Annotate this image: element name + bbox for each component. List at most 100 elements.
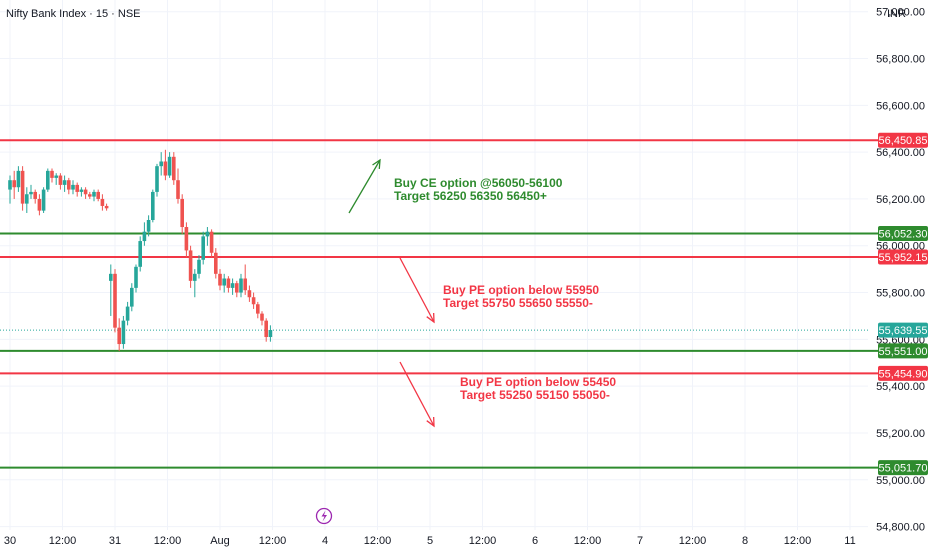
candle-body <box>20 170 25 204</box>
candle-body <box>184 227 189 251</box>
y-tick-label: 55,000.00 <box>876 475 925 487</box>
x-tick-label: 12:00 <box>49 535 77 547</box>
candle-body <box>201 236 205 260</box>
candle-body <box>125 306 130 321</box>
chart-title: Nifty Bank Index · 15 · NSE <box>6 8 141 20</box>
level-price-tag: 55,952.15 <box>879 252 928 264</box>
level-price-tag-bg <box>878 365 928 381</box>
level-price-tag-bg <box>878 343 928 359</box>
y-tick-label: 56,600.00 <box>876 100 925 112</box>
annotation-arrow-down <box>399 361 435 427</box>
candle-body <box>113 273 117 328</box>
y-tick-label: 56,400.00 <box>876 147 925 159</box>
candle-body <box>62 180 67 185</box>
level-price-tag-bg <box>878 226 928 242</box>
lightning-icon <box>321 510 327 522</box>
candle-body <box>247 290 252 298</box>
candle-body <box>222 278 226 286</box>
annotation-text: Buy CE option @56050-56100 <box>394 176 563 190</box>
x-tick-label: 4 <box>322 535 328 547</box>
x-tick-label: 6 <box>532 535 538 547</box>
candle-body <box>226 278 231 288</box>
candle-body <box>163 161 168 176</box>
candle-body <box>134 266 138 288</box>
level-price-tag-bg <box>878 249 928 265</box>
candle-body <box>130 287 134 307</box>
candle-body <box>180 198 184 228</box>
arrow-head-icon <box>372 158 381 170</box>
candle-body <box>25 194 29 204</box>
candle-body <box>79 189 84 192</box>
candle-body <box>235 283 239 293</box>
x-tick-label: 31 <box>109 535 121 547</box>
level-price-tag-bg <box>878 460 928 476</box>
candle-body <box>205 231 210 237</box>
candle-body <box>33 191 37 199</box>
candle-body <box>264 320 268 338</box>
candle-body <box>172 156 176 181</box>
candle-body <box>58 175 63 185</box>
candle-body <box>75 184 79 192</box>
annotation-text: Target 55750 55650 55550- <box>443 296 593 310</box>
currency-label: INR <box>887 8 906 20</box>
y-tick-label: 56,800.00 <box>876 54 925 66</box>
candle-body <box>104 205 109 209</box>
annotation-text: Buy PE option below 55450 <box>460 375 616 389</box>
x-tick-label: 5 <box>427 535 433 547</box>
x-tick-label: 12:00 <box>364 535 392 547</box>
annotation-arrow-up <box>348 159 381 214</box>
candles <box>8 149 273 352</box>
x-tick-label: 12:00 <box>154 535 182 547</box>
y-tick-label: 55,200.00 <box>876 428 925 440</box>
candle-body <box>197 259 201 274</box>
level-price-tag: 55,551.00 <box>879 346 928 358</box>
candle-body <box>71 184 75 190</box>
annotation-text: Target 55250 55150 55050- <box>460 388 610 402</box>
candle-body <box>109 273 113 281</box>
candle-body <box>8 180 12 190</box>
candle-body <box>83 189 88 195</box>
candle-body <box>16 170 21 188</box>
y-tick-label: 54,800.00 <box>876 522 925 534</box>
x-tick-label: 12:00 <box>259 535 287 547</box>
x-tick-label: 30 <box>4 535 16 547</box>
candle-body <box>88 194 92 197</box>
grid <box>0 0 868 530</box>
candle-body <box>12 180 16 188</box>
candle-body <box>256 304 260 314</box>
x-tick-label: 12:00 <box>784 535 812 547</box>
x-tick-label: 12:00 <box>679 535 707 547</box>
candle-body <box>159 161 163 167</box>
horizontal-levels[interactable] <box>0 139 878 469</box>
candle-body <box>117 327 121 345</box>
candle-body <box>46 170 50 190</box>
price-labels: 56,450.85 56,052.30 55,952.15 55,551.00 55,4… <box>878 132 928 476</box>
candle-body <box>138 241 142 267</box>
candle-body <box>96 191 100 199</box>
candle-body <box>214 252 218 274</box>
candle-body <box>67 180 71 190</box>
candle-body <box>155 166 159 192</box>
event-icon[interactable] <box>315 507 333 525</box>
arrow-head-icon <box>426 312 435 324</box>
annotation-arrow-down <box>399 257 435 323</box>
candle-body <box>239 278 243 293</box>
x-tick-label: 8 <box>742 535 748 547</box>
last-price-tag-bg <box>878 322 928 338</box>
candle-body <box>54 175 58 178</box>
y-tick-label: 57,000.00 <box>876 7 925 19</box>
candle-body <box>176 180 180 199</box>
candle-body <box>142 231 147 242</box>
last-price-tag: 55,639.55 <box>879 325 928 337</box>
level-price-tag: 55,454.90 <box>879 368 928 380</box>
candle-body <box>209 231 214 253</box>
candle-body <box>121 320 126 345</box>
candle-body <box>268 330 273 338</box>
event-icon-ring <box>315 507 333 525</box>
candle-body <box>151 191 155 220</box>
candle-body <box>29 191 33 195</box>
candle-body <box>167 156 172 176</box>
